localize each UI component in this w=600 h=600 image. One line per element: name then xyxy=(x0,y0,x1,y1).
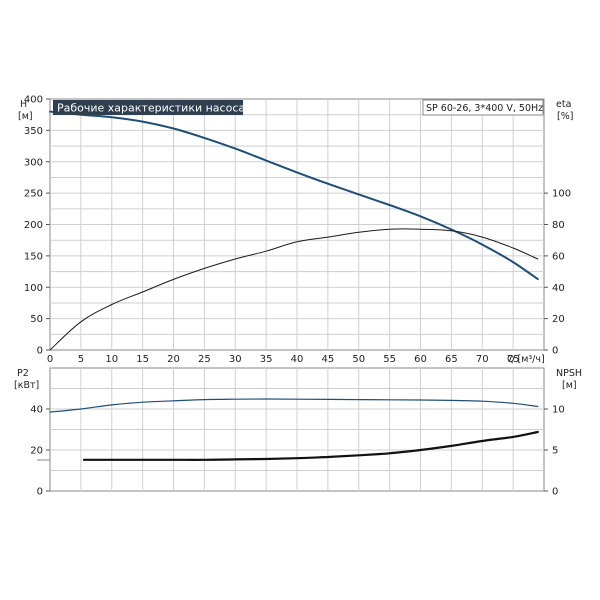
lower-series xyxy=(49,398,539,461)
upper-ytick-right-label: 100 xyxy=(552,189,571,200)
upper-ytick-left-label: 100 xyxy=(24,283,43,294)
lower-ticks: 0 20 40 0 5 10 xyxy=(30,405,564,498)
y-left-unit-kw: [кВт] xyxy=(14,380,39,391)
upper-xtick-label: 40 xyxy=(291,354,304,365)
upper-xtick-label: 60 xyxy=(414,354,427,365)
upper-xtick-label: 0 xyxy=(47,354,53,365)
lower-ytick-left-label: 0 xyxy=(37,487,43,498)
upper-series-line-0 xyxy=(49,110,539,281)
upper-xtick-label: 45 xyxy=(322,354,335,365)
upper-ytick-left-label: 200 xyxy=(24,220,43,231)
upper-xtick-label: 10 xyxy=(105,354,118,365)
lower-grid xyxy=(50,368,544,491)
lower-ytick-right-label: 10 xyxy=(552,405,565,416)
lower-series-line-0 xyxy=(49,398,539,413)
model-box xyxy=(422,99,544,116)
upper-ytick-right-label: 80 xyxy=(552,220,565,231)
lower-ytick-left-label: 20 xyxy=(30,446,43,457)
y-right-unit-m: [м] xyxy=(562,380,577,391)
upper-series-line-1 xyxy=(49,228,539,351)
y-right-unit-percent: [%] xyxy=(557,111,573,122)
upper-xtick-label: 15 xyxy=(136,354,149,365)
chart-title: Рабочие характеристики насоса xyxy=(57,102,245,115)
lower-ytick-right-label: 0 xyxy=(552,487,558,498)
upper-xtick-label: 55 xyxy=(383,354,396,365)
upper-xtick-label: 50 xyxy=(352,354,365,365)
upper-ytick-right-label: 20 xyxy=(552,314,565,325)
upper-ytick-right-label: 40 xyxy=(552,283,565,294)
lower-ytick-right-label: 5 xyxy=(552,446,558,457)
y-right-label-eta: eta xyxy=(556,99,571,110)
y-left-label-h: H xyxy=(20,99,27,110)
upper-xtick-label: 70 xyxy=(476,354,489,365)
upper-ticks: 0 50 100 150 200 250 300 350 400 0 20 40 60 80 100 0 5 10… xyxy=(24,95,571,366)
upper-ytick-right-label: 60 xyxy=(552,251,565,262)
upper-ytick-left-label: 50 xyxy=(30,314,43,325)
y-left-unit-m: [м] xyxy=(18,111,33,122)
y-right-label-npsh: NPSH xyxy=(556,368,582,379)
upper-xtick-label: 5 xyxy=(78,354,84,365)
upper-xtick-label: 30 xyxy=(229,354,242,365)
upper-ytick-left-label: 300 xyxy=(24,157,43,168)
upper-ytick-left-label: 150 xyxy=(24,251,43,262)
upper-series xyxy=(49,110,539,351)
x-axis-label: Q [м³/ч] xyxy=(507,354,545,365)
lower-series-line-1 xyxy=(82,430,539,461)
upper-ytick-right-label: 0 xyxy=(552,346,558,357)
upper-xtick-label: 20 xyxy=(167,354,180,365)
upper-ytick-left-label: 250 xyxy=(24,189,43,200)
y-left-label-p2: P2 xyxy=(17,368,29,379)
upper-ytick-left-label: 0 xyxy=(37,346,43,357)
lower-ytick-left-label: 40 xyxy=(30,405,43,416)
title-box xyxy=(53,100,243,115)
upper-xtick-label: 65 xyxy=(445,354,458,365)
upper-ytick-left-label: 350 xyxy=(24,126,43,137)
upper-ytick-left-label: 400 xyxy=(24,95,43,106)
upper-xtick-label: 25 xyxy=(198,354,211,365)
upper-xtick-label: 35 xyxy=(260,354,273,365)
upper-xtick-label: 75 xyxy=(507,354,520,365)
chart-subtitle: SP 60-26, 3*400 V, 50Hz xyxy=(426,103,543,114)
